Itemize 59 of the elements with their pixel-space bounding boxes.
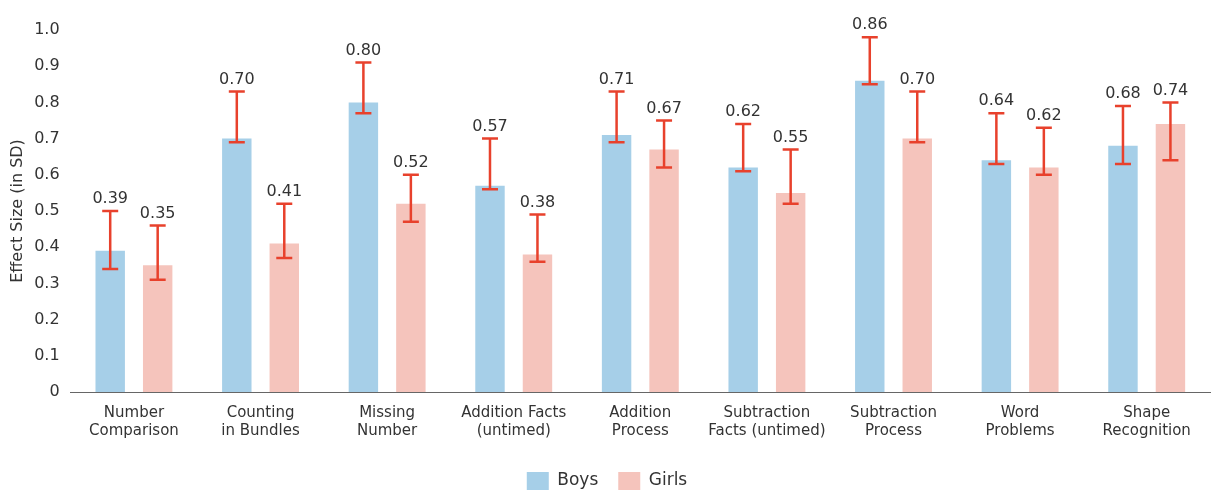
y-tick-label: 0.9 (34, 55, 60, 75)
bar (728, 167, 758, 392)
x-tick-label: Subtraction Process (850, 402, 937, 439)
y-tick-label: 0.2 (34, 308, 60, 328)
bar (522, 254, 553, 392)
bar (649, 149, 679, 392)
data-label: 0.67 (646, 97, 682, 117)
x-tick-label: Number Comparison (89, 402, 179, 439)
data-label: 0.64 (978, 90, 1015, 110)
x-tick-label: Missing Number (357, 402, 419, 439)
x-tick-label: Addition Process (609, 402, 672, 439)
y-tick-label: 0.5 (34, 200, 60, 220)
y-axis-title: Effect Size (in SD) (6, 139, 26, 283)
data-label: 0.62 (1026, 104, 1062, 124)
bar (855, 80, 885, 392)
y-tick-label: 0.3 (34, 272, 60, 292)
bar (1029, 167, 1059, 392)
x-tick-label: Subtraction Facts (untimed) (708, 402, 826, 439)
data-label: 0.70 (899, 68, 936, 88)
data-label: 0.86 (851, 14, 888, 34)
x-tick-label: Word Problems (985, 402, 1055, 439)
bar (269, 243, 299, 392)
data-label: 0.55 (772, 126, 809, 146)
data-label: 0.62 (725, 101, 761, 121)
bar (396, 203, 426, 392)
legend-label: Boys (557, 469, 599, 490)
data-label: 0.74 (1152, 79, 1189, 99)
y-tick-label: 0.8 (34, 91, 60, 111)
data-label: 0.52 (393, 151, 429, 171)
data-label: 0.70 (218, 68, 255, 88)
y-tick-label: 0.6 (34, 163, 60, 183)
y-tick-label: 0.1 (34, 344, 60, 364)
bar (981, 160, 1012, 392)
bar (222, 138, 252, 392)
bar (348, 102, 379, 392)
bar (142, 265, 173, 392)
data-label: 0.68 (1105, 83, 1141, 103)
data-label: 0.71 (598, 68, 635, 88)
x-tick-label: Counting in Bundles (221, 402, 300, 439)
x-tick-label: Shape Recognition (1102, 402, 1191, 439)
legend-label: Girls (648, 469, 688, 490)
y-tick-label: 0.7 (34, 127, 60, 147)
y-tick-label: 0 (49, 381, 60, 401)
data-label: 0.57 (472, 115, 508, 135)
bar (902, 138, 932, 392)
data-label: 0.38 (519, 191, 556, 211)
data-label: 0.35 (139, 202, 176, 222)
bar (775, 192, 806, 392)
y-tick-label: 1.0 (34, 19, 60, 39)
bar (601, 134, 632, 392)
data-label: 0.39 (92, 188, 129, 208)
y-tick-label: 0.4 (34, 236, 60, 256)
bar (475, 185, 505, 392)
data-label: 0.80 (345, 39, 382, 59)
bar (1155, 124, 1186, 392)
x-tick-label: Addition Facts (untimed) (461, 402, 567, 439)
bar (1108, 145, 1138, 392)
data-label: 0.41 (266, 180, 303, 200)
bar (95, 250, 125, 392)
